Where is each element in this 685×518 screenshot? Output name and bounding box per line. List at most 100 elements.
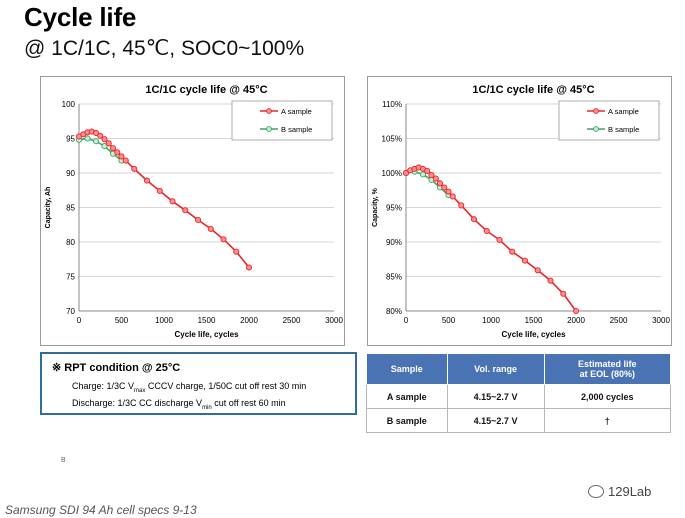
y-tick-label: 90% xyxy=(386,238,402,247)
table-cell: 4.15~2.7 V xyxy=(446,408,545,433)
x-tick-label: 0 xyxy=(404,316,409,325)
data-point xyxy=(534,267,541,274)
rpt-condition-box: ※ RPT condition @ 25°C Charge: 1/3C Vmax… xyxy=(40,352,357,415)
spec-header-sample: Sample xyxy=(366,353,448,385)
data-point xyxy=(97,132,104,139)
y-tick-label: 105% xyxy=(382,135,402,144)
x-tick-label: 500 xyxy=(115,316,129,325)
rpt-discharge-post: cut off rest 60 min xyxy=(211,398,286,408)
legend-swatch-marker xyxy=(266,126,272,132)
data-point xyxy=(449,193,456,200)
data-point xyxy=(101,143,108,150)
y-tick-label: 95 xyxy=(66,135,75,144)
y-tick-label: 85% xyxy=(386,273,402,282)
data-point xyxy=(118,153,125,160)
capacity-percent-chart-svg: 1C/1C cycle life @ 45°C 80% 85% 90% 95% 100% 1… xyxy=(372,84,670,339)
rpt-charge-post: CCCV charge, 1/50C cut off rest 30 min xyxy=(145,381,307,391)
y-tick-label: 85 xyxy=(66,204,75,213)
x-tick-label: 2500 xyxy=(283,316,301,325)
data-point xyxy=(572,307,580,315)
table-row: B sample 4.15~2.7 V † xyxy=(366,408,672,433)
data-point xyxy=(220,236,227,243)
legend-swatch-marker xyxy=(266,108,272,114)
y-tick-label: 110% xyxy=(382,100,402,109)
data-point xyxy=(470,216,478,223)
data-point xyxy=(233,248,240,255)
y-tick-label: 90 xyxy=(66,169,75,178)
x-tick-label: 2000 xyxy=(567,316,585,325)
table-row: A sample 4.15~2.7 V 2,000 cycles xyxy=(366,384,672,409)
y-axis-label: Capacity, Ah xyxy=(45,187,52,229)
y-tick-label: 70 xyxy=(66,307,75,316)
spec-table-header-row: Sample Vol. range Estimated life at EOL … xyxy=(366,353,672,385)
page-subtitle: @ 1C/1C, 45℃, SOC0~100% xyxy=(24,37,305,60)
rpt-heading: ※ RPT condition @ 25°C xyxy=(52,362,181,374)
x-tick-label: 2500 xyxy=(610,316,628,325)
chart-title: 1C/1C cycle life @ 45°C xyxy=(145,84,267,96)
x-tick-label: 3000 xyxy=(652,316,670,325)
data-point xyxy=(560,290,567,297)
data-point xyxy=(122,157,129,164)
y-tick-label: 80% xyxy=(386,307,402,316)
spec-header-vol-range: Vol. range xyxy=(446,353,545,385)
table-cell: A sample xyxy=(366,384,448,409)
y-tick-label: 100 xyxy=(62,100,76,109)
legend-label: A sample xyxy=(608,107,639,116)
legend-swatch-marker xyxy=(593,108,599,114)
data-point xyxy=(92,138,100,145)
rpt-charge-pre: Charge: 1/3C V xyxy=(72,381,135,391)
x-tick-label: 1500 xyxy=(525,316,543,325)
data-point xyxy=(432,175,439,182)
data-point xyxy=(156,187,163,194)
table-cell: B sample xyxy=(366,408,448,433)
footnote-mark: B xyxy=(61,457,66,464)
data-point xyxy=(509,248,516,255)
chat-bubble-icon xyxy=(588,485,604,498)
data-point xyxy=(428,172,435,179)
data-point xyxy=(424,167,431,174)
rpt-charge-line: Charge: 1/3C Vmax CCCV charge, 1/50C cut… xyxy=(72,381,306,394)
data-point xyxy=(105,140,112,147)
x-tick-label: 500 xyxy=(442,316,456,325)
table-cell: 2,000 cycles xyxy=(543,384,672,409)
y-axis-label: Capacity, % xyxy=(372,187,379,227)
data-point xyxy=(496,236,503,243)
data-point xyxy=(483,227,490,235)
rpt-discharge-line: Discharge: 1/3C CC discharge Vmin cut of… xyxy=(72,398,286,411)
y-tick-label: 80 xyxy=(66,238,75,247)
series-line-a-sample xyxy=(78,130,250,269)
data-point xyxy=(458,202,465,209)
capacity-ah-chart: 1C/1C cycle life @ 45°C 70 75 80 85 90 95 100 0 5… xyxy=(40,76,345,346)
data-point xyxy=(445,188,452,195)
x-tick-label: 1000 xyxy=(482,316,500,325)
legend-box xyxy=(558,100,660,141)
rpt-discharge-sub: min xyxy=(202,404,212,411)
logo-text: 129Lab xyxy=(608,484,652,499)
data-point xyxy=(402,169,410,177)
legend-box xyxy=(231,100,333,141)
data-point xyxy=(114,149,121,156)
x-tick-label: 0 xyxy=(77,316,82,325)
y-tick-label: 100% xyxy=(382,169,402,178)
spec-header-estimated-life: Estimated life at EOL (80%) xyxy=(543,353,672,385)
x-tick-label: 2000 xyxy=(240,316,258,325)
data-point xyxy=(194,216,202,223)
rpt-charge-sub: max xyxy=(134,387,146,394)
data-point xyxy=(207,225,214,232)
data-point xyxy=(84,135,91,142)
spec-table: Sample Vol. range Estimated life at EOL … xyxy=(366,353,672,433)
rpt-discharge-pre: Discharge: 1/3C CC discharge V xyxy=(72,398,203,408)
capacity-percent-chart: 1C/1C cycle life @ 45°C 80% 85% 90% 95% 100% 1… xyxy=(367,76,672,346)
legend-swatch-marker xyxy=(593,126,599,132)
x-tick-label: 1500 xyxy=(198,316,216,325)
data-point xyxy=(182,207,189,214)
legend-label: B sample xyxy=(608,125,639,134)
data-point xyxy=(245,264,253,271)
x-tick-label: 3000 xyxy=(325,316,343,325)
table-cell: † xyxy=(543,408,672,433)
series-line-a-sample xyxy=(405,166,577,312)
data-point xyxy=(169,198,176,205)
data-point xyxy=(92,129,100,137)
data-point xyxy=(143,177,151,184)
